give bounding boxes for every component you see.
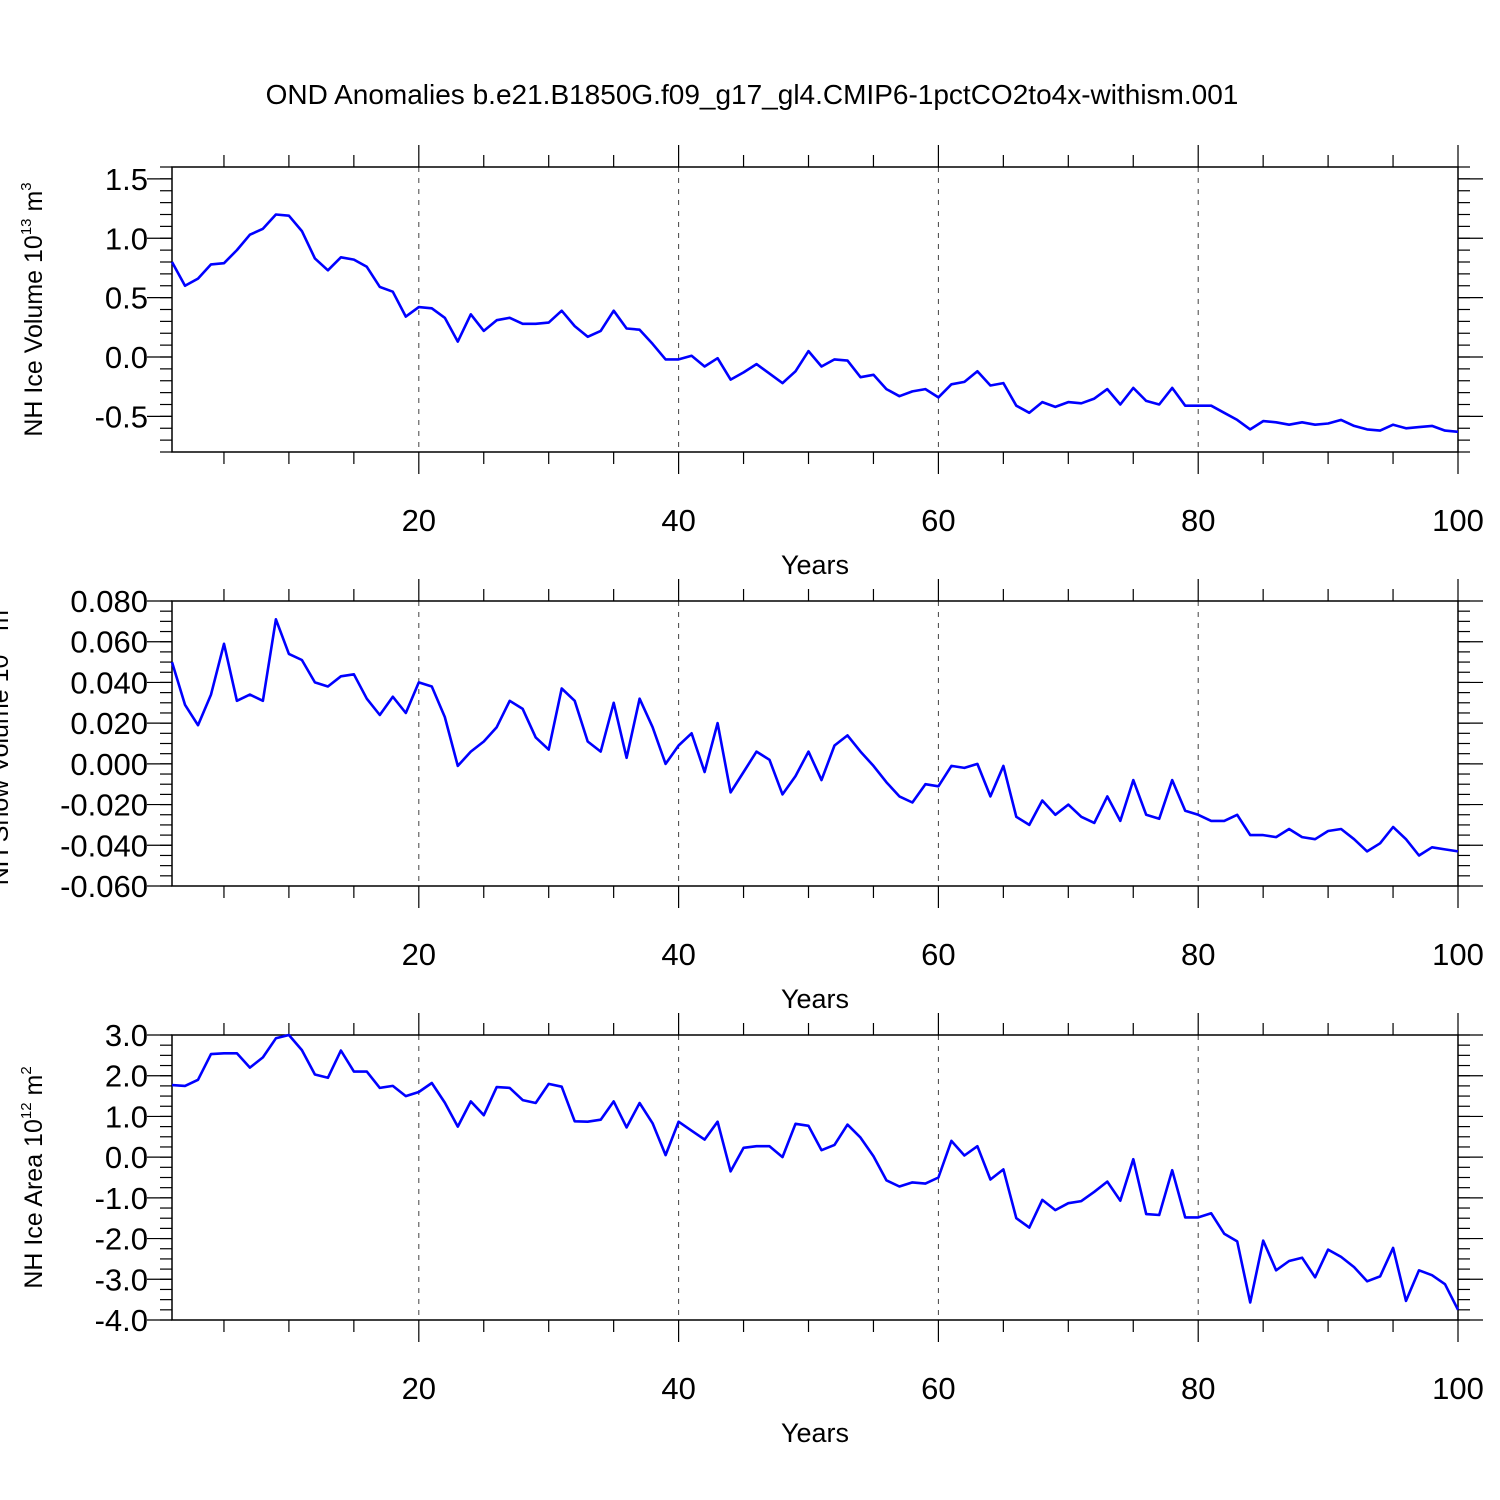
x-tick-label: 40 <box>661 1371 695 1406</box>
y-tick-label: 0.080 <box>70 584 148 619</box>
x-tick-label: 80 <box>1181 937 1215 972</box>
y-tick-label: -0.5 <box>95 399 148 434</box>
x-tick-label: 100 <box>1432 1371 1484 1406</box>
x-tick-label: 100 <box>1432 503 1484 538</box>
y-axis-label: NH Ice Area 1012 m2 <box>18 1066 48 1288</box>
x-tick-label: 40 <box>661 503 695 538</box>
plot-frame <box>171 600 1459 887</box>
panel-3: 20 40 60 80 100 3.0 2.0 1.0 0.0 -1.0 -2.0 -3.0 -4.0 Y… <box>18 1013 1484 1448</box>
x-axis-label: Years <box>781 550 849 580</box>
y-tick-label: -0.020 <box>60 788 148 823</box>
y-tick-label: -0.060 <box>60 869 148 904</box>
x-axis-label: Years <box>781 1418 849 1448</box>
chart-title: OND Anomalies b.e21.B1850G.f09_g17_gl4.C… <box>266 79 1239 110</box>
series-line <box>170 213 1459 434</box>
y-tick-label: 1.0 <box>105 1099 148 1134</box>
y-tick-label: 0.000 <box>70 747 148 782</box>
y-tick-label: -0.040 <box>60 828 148 863</box>
y-axis-label: NH Ice Volume 1013 m3 <box>18 182 48 436</box>
x-tick-label: 20 <box>402 937 436 972</box>
x-tick-label: 60 <box>921 1371 955 1406</box>
y-tick-label: 0.060 <box>70 625 148 660</box>
y-tick-label: 0.5 <box>105 281 148 316</box>
y-tick-label: -1.0 <box>95 1181 148 1216</box>
y-tick-label: 0.0 <box>105 1140 148 1175</box>
x-tick-label: 100 <box>1432 937 1484 972</box>
y-tick-label: 0.040 <box>70 665 148 700</box>
y-tick-label: 3.0 <box>105 1018 148 1053</box>
series-line <box>171 1033 1460 1311</box>
y-tick-label: 0.0 <box>105 340 148 375</box>
y-tick-label: 1.0 <box>105 221 148 256</box>
panel-2: 20 40 60 80 100 0.080 0.060 0.040 0.020 0.000 -0.0… <box>0 579 1484 1014</box>
x-tick-label: 60 <box>921 503 955 538</box>
y-tick-label: 2.0 <box>105 1059 148 1094</box>
x-axis-label: Years <box>781 984 849 1014</box>
x-tick-label: 80 <box>1181 503 1215 538</box>
panel-1: 20 40 60 80 100 1.5 1.0 0.5 0.0 -0.5 Years NH Ice V… <box>18 145 1484 580</box>
y-axis-label: NH Snow Volume 1013 m3 <box>0 602 14 886</box>
y-tick-label: 0.020 <box>70 706 148 741</box>
y-tick-label: -4.0 <box>95 1303 148 1338</box>
y-tick-label: 1.5 <box>105 162 148 197</box>
x-tick-label: 80 <box>1181 1371 1215 1406</box>
y-tick-label: -2.0 <box>95 1222 148 1257</box>
x-tick-label: 20 <box>402 1371 436 1406</box>
x-tick-label: 20 <box>402 503 436 538</box>
x-tick-label: 60 <box>921 937 955 972</box>
x-tick-label: 40 <box>661 937 695 972</box>
plot-frame <box>171 166 1459 453</box>
series-line <box>170 617 1459 857</box>
plot-frame <box>171 1034 1459 1321</box>
y-tick-label: -3.0 <box>95 1262 148 1297</box>
